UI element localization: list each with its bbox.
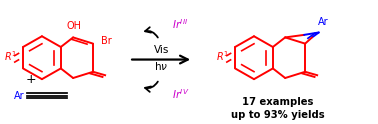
Text: up to 93% yields: up to 93% yields xyxy=(231,110,324,120)
Text: 17 examples: 17 examples xyxy=(242,97,313,107)
Text: +: + xyxy=(26,73,37,86)
Text: Br: Br xyxy=(101,36,112,46)
Text: $\mathit{Ir}^{IV}$: $\mathit{Ir}^{IV}$ xyxy=(172,88,190,101)
Text: Ar: Ar xyxy=(14,91,25,101)
FancyArrowPatch shape xyxy=(132,56,188,63)
Text: $R^1$: $R^1$ xyxy=(4,50,17,63)
Text: h$\nu$: h$\nu$ xyxy=(154,60,168,72)
Text: Ar: Ar xyxy=(318,17,328,27)
FancyArrowPatch shape xyxy=(145,27,158,38)
Text: $\mathit{Ir}^{III}$: $\mathit{Ir}^{III}$ xyxy=(172,17,189,31)
FancyArrowPatch shape xyxy=(145,82,158,92)
Text: OH: OH xyxy=(67,21,81,31)
Text: Vis: Vis xyxy=(153,45,169,55)
Text: $R^1$: $R^1$ xyxy=(216,50,229,63)
